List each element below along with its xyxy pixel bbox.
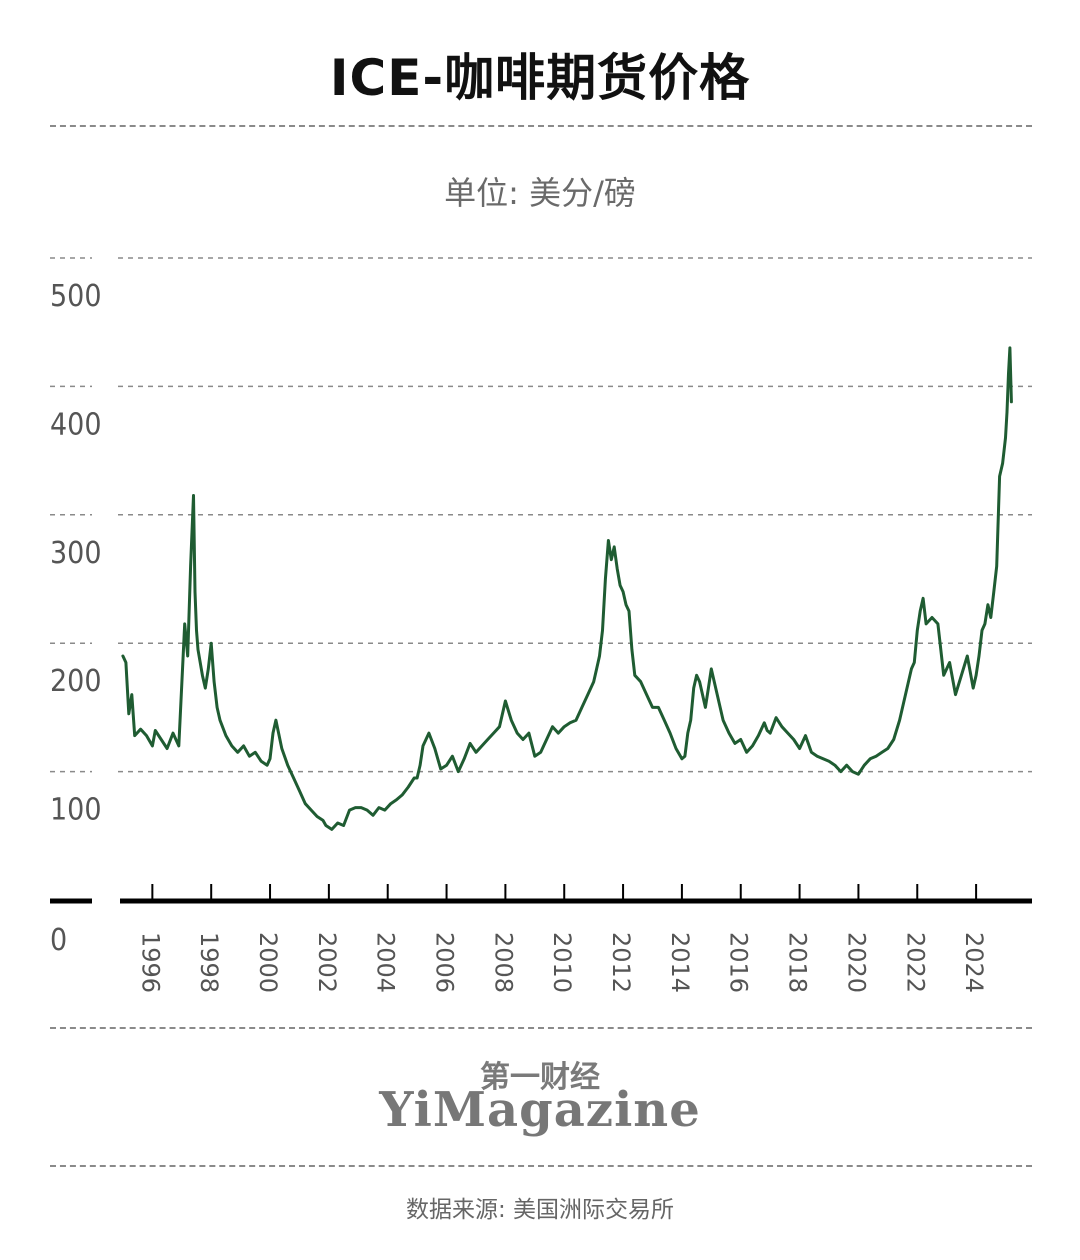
y-tick-label-0: 0 [50, 923, 67, 958]
y-tick-label-500: 500 [50, 279, 102, 314]
chart-bottom-divider [50, 1027, 1032, 1029]
x-tick-label-2010: 2010 [548, 932, 576, 993]
y-tick-label-300: 300 [50, 536, 102, 571]
y-tick-label-200: 200 [50, 664, 102, 699]
x-tick-label-2008: 2008 [489, 932, 517, 993]
brand-logo-text: YiMagazine [379, 1082, 701, 1138]
y-tick-label-100: 100 [50, 793, 102, 828]
title-divider [50, 125, 1032, 127]
page-title: ICE-咖啡期货价格 [329, 49, 751, 107]
x-tick-label-2020: 2020 [842, 932, 870, 993]
price-series-line [121, 346, 1013, 831]
coffee-futures-line-chart: 0 100 200 300 400 500 1996 1998 2000 2002 2004 2006… [50, 257, 1032, 993]
x-tick-label-2004: 2004 [372, 932, 400, 993]
x-tick-label-2024: 2024 [960, 932, 988, 993]
brand-name-cn: 第一财经 [480, 1060, 600, 1095]
brand-divider [50, 1165, 1032, 1167]
x-tick-label-2016: 2016 [725, 932, 753, 993]
x-tick-label-2022: 2022 [901, 932, 929, 993]
x-tick-label-2014: 2014 [666, 932, 694, 993]
x-tick-label-2006: 2006 [431, 932, 459, 993]
y-tick-label-400: 400 [50, 407, 102, 442]
unit-label: 单位: 美分/磅 [444, 174, 636, 212]
x-tick-label-2002: 2002 [313, 932, 341, 993]
x-tick-label-1998: 1998 [195, 932, 223, 993]
x-tick-label-2012: 2012 [607, 932, 635, 993]
x-tick-label-2018: 2018 [784, 932, 812, 993]
x-tick-label-1996: 1996 [136, 932, 164, 993]
x-tick-label-2000: 2000 [254, 932, 282, 993]
source-note: 数据来源: 美国洲际交易所 [405, 1197, 675, 1223]
